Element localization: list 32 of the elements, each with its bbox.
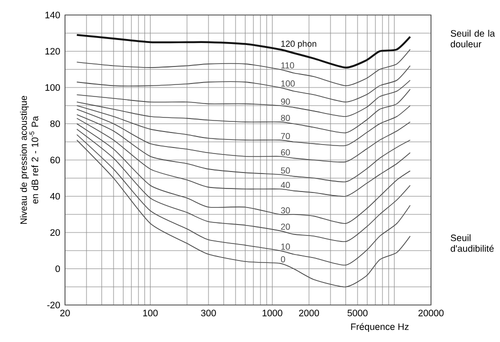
y-tick-label: 120	[45, 48, 60, 55]
x-tick-label: 20000	[418, 310, 444, 316]
series-label: 100	[281, 80, 295, 87]
series-label: 40	[280, 182, 290, 188]
y-tick-label: 80	[50, 120, 60, 128]
series-label: 10	[281, 244, 290, 250]
x-tick-label: 5000	[348, 310, 368, 316]
x-tick-label: 20	[60, 310, 70, 316]
series-label: 90	[281, 98, 290, 105]
y-tick-label: 0	[55, 265, 60, 272]
y-tick-label: 40	[50, 192, 60, 200]
y-tick-label: -20	[47, 302, 60, 308]
series-label: 50	[280, 167, 290, 174]
series-label: 30	[280, 207, 290, 214]
text: Seuil de la douleur	[450, 30, 495, 48]
y-tick-label: 100	[45, 84, 60, 91]
series-label: 120 phon	[281, 40, 316, 48]
y-tick-label: 60	[50, 156, 60, 164]
series-label: 60	[281, 149, 290, 156]
text: Seuil d'audibilité	[450, 234, 494, 252]
x-tick-label: 100	[143, 310, 158, 316]
series-label: 110	[281, 62, 294, 68]
y-tick-label: 140	[45, 12, 60, 18]
series-label: 70	[281, 132, 290, 140]
x-tick-label: 2000	[299, 310, 320, 316]
series-label: 0	[280, 256, 286, 262]
x-tick-label: 300	[201, 310, 216, 316]
series-label: 20	[281, 224, 290, 230]
x-axis-title: Fréquence Hz	[351, 323, 409, 332]
series-label: 80	[280, 114, 290, 121]
x-tick-label: 1000	[262, 310, 282, 316]
y-tick-label: 20	[50, 229, 60, 236]
